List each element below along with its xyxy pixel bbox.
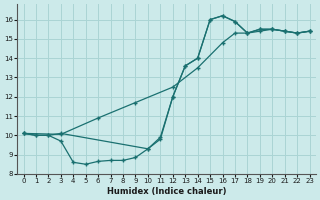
X-axis label: Humidex (Indice chaleur): Humidex (Indice chaleur) — [107, 187, 226, 196]
